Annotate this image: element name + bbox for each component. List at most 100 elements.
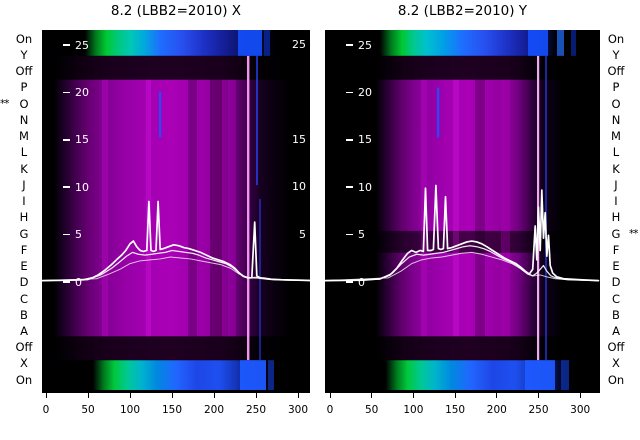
row-label: H — [611, 210, 621, 225]
row-label: Off — [15, 340, 33, 355]
tick-mark-icon — [454, 393, 456, 398]
row-label: F — [612, 242, 620, 257]
axis-row-y: Y — [0, 48, 37, 63]
heatmap-panel-y: 25 20 15 10 5 0 0 50 100 150 200 250 300 — [325, 30, 600, 416]
tick-mark-icon — [45, 393, 47, 398]
row-label: L — [20, 145, 28, 160]
trace-secondary-b — [42, 256, 310, 282]
right-row-axis: On Y Off P O N M L K J I H G ** F E D C B A Off X On — [603, 32, 640, 388]
row-label: I — [614, 194, 618, 209]
x-tick-100: 100 — [115, 393, 145, 416]
row-label: E — [20, 259, 28, 274]
axis-row-e: E — [0, 259, 37, 274]
x-tick-label: 300 — [287, 404, 309, 416]
row-label: Y — [612, 47, 620, 62]
row-label: G — [19, 226, 29, 241]
axis-row-on: On — [0, 32, 37, 47]
row-label: O — [611, 96, 621, 111]
axis-row-i: I — [603, 194, 640, 209]
left-row-axis: On Y Off P ** O N M L K J I H G F E D C B A Off X On — [0, 32, 37, 388]
row-label: G — [611, 226, 621, 241]
row-label: E — [612, 259, 620, 274]
x-tick-labels: 0 50 100 150 200 250 300 — [42, 393, 310, 438]
x-tick-label: 300 — [570, 404, 591, 416]
trace-main — [42, 200, 310, 282]
axis-row-p: P — [0, 81, 37, 96]
row-label: Off — [607, 64, 625, 79]
row-label: C — [611, 291, 621, 306]
axis-row-i: I — [0, 194, 37, 209]
trace-secondary-b — [325, 251, 599, 282]
row-label: J — [614, 177, 618, 192]
axis-row-on: On — [603, 32, 640, 47]
axis-row-l: L — [0, 146, 37, 161]
x-tick-250: 250 — [524, 393, 554, 416]
axis-row-c: C — [0, 292, 37, 307]
row-label: O — [19, 96, 29, 111]
x-tick-200: 200 — [482, 393, 512, 416]
trace-secondary-a — [325, 245, 600, 282]
x-tick-label: 0 — [326, 404, 334, 416]
x-tick-label: 200 — [203, 404, 225, 416]
x-tick-200: 200 — [199, 393, 229, 416]
overlay-traces-x — [42, 200, 310, 282]
row-marker: ** — [629, 228, 639, 241]
colormap-band-top — [325, 30, 600, 56]
x-tick-150: 150 — [440, 393, 470, 416]
axis-row-l: L — [603, 146, 640, 161]
axis-row-h: H — [603, 211, 640, 226]
axis-row-a: A — [603, 324, 640, 339]
axis-row-b: B — [0, 308, 37, 323]
axis-row-y: Y — [603, 48, 640, 63]
row-label: B — [612, 307, 620, 322]
x-tick-300: 300 — [565, 393, 595, 416]
axis-row-d: D — [603, 276, 640, 291]
axis-row-j: J — [0, 178, 37, 193]
row-label: A — [612, 323, 620, 338]
row-label: On — [607, 31, 625, 46]
x-tick-label: 100 — [119, 404, 141, 416]
tick-mark-icon — [538, 393, 539, 398]
x-tick-label: 100 — [403, 404, 424, 416]
axis-row-e: E — [603, 259, 640, 274]
axis-row-h: H — [0, 211, 37, 226]
heatmap-x-canvas — [42, 30, 310, 393]
x-tick-label: 200 — [486, 404, 507, 416]
axis-row-o: O — [603, 97, 640, 112]
row-marker: ** — [0, 98, 10, 111]
axis-row-x: X — [603, 357, 640, 372]
axis-row-g: G ** — [603, 227, 640, 242]
x-tick-label: 150 — [445, 404, 466, 416]
tick-mark-icon — [171, 393, 173, 398]
tick-mark-icon — [329, 393, 331, 398]
row-label: P — [612, 80, 620, 95]
row-label: X — [612, 356, 620, 371]
tick-mark-icon — [213, 393, 215, 398]
row-label: A — [20, 323, 28, 338]
row-label: K — [612, 161, 620, 176]
heatmap-body — [377, 55, 561, 361]
x-tick-150: 150 — [157, 393, 187, 416]
row-label: On — [15, 31, 33, 46]
tick-mark-icon — [496, 393, 498, 398]
tick-mark-icon — [255, 393, 257, 398]
axis-row-m: M — [0, 129, 37, 144]
axis-row-a: A — [0, 324, 37, 339]
axis-row-on: On — [603, 373, 640, 388]
axis-row-j: J — [603, 178, 640, 193]
axis-row-k: K — [0, 162, 37, 177]
heatmap-body — [55, 55, 287, 361]
axis-row-off: Off — [0, 64, 37, 79]
overlay-traces-y — [325, 184, 600, 282]
x-tick-250: 250 — [241, 393, 271, 416]
axis-row-off: Off — [603, 64, 640, 79]
row-label: X — [20, 356, 28, 371]
x-tick-label: 50 — [365, 404, 379, 416]
axis-row-on: On — [0, 373, 37, 388]
tick-mark-icon — [87, 393, 89, 398]
row-label: F — [20, 242, 28, 257]
row-label: Y — [20, 47, 28, 62]
row-label: C — [19, 291, 29, 306]
row-label: B — [20, 307, 28, 322]
